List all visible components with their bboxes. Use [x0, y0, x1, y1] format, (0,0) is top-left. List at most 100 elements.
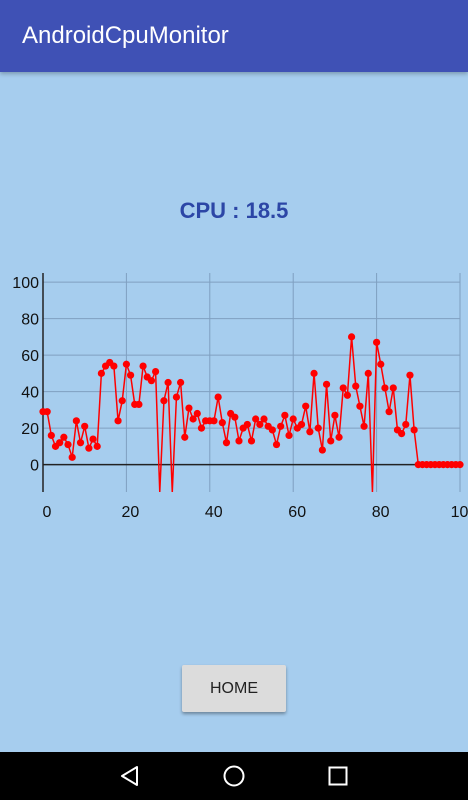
data-point	[252, 415, 260, 423]
data-point	[118, 397, 126, 405]
data-point	[68, 453, 76, 461]
data-point	[314, 424, 322, 432]
home-button[interactable]: HOME	[182, 665, 286, 712]
data-point	[81, 422, 89, 430]
data-point	[247, 437, 256, 445]
data-point	[256, 420, 264, 429]
data-point	[373, 338, 381, 346]
data-point	[406, 371, 414, 379]
data-point	[164, 378, 172, 387]
data-point	[60, 433, 68, 441]
data-point	[389, 384, 397, 392]
data-point	[110, 362, 118, 370]
data-point	[352, 382, 360, 390]
y-tick-label: 80	[21, 312, 39, 329]
data-point	[410, 426, 418, 434]
data-point	[185, 404, 193, 412]
data-point	[364, 369, 372, 377]
data-point	[231, 413, 239, 421]
recents-button[interactable]	[308, 752, 368, 800]
app-bar: AndroidCpuMonitor	[0, 0, 468, 72]
x-tick-label: 100	[451, 504, 468, 521]
data-point	[402, 420, 410, 429]
data-point	[268, 426, 276, 434]
data-point	[306, 428, 314, 436]
data-point	[76, 439, 85, 447]
data-point	[193, 409, 201, 418]
data-point	[285, 431, 293, 440]
data-point	[135, 400, 143, 408]
data-point	[343, 391, 352, 399]
data-point	[347, 333, 356, 341]
series-line	[43, 336, 460, 493]
x-tick-label: 60	[288, 504, 306, 521]
y-tick-label: 40	[21, 385, 39, 402]
data-point	[335, 433, 343, 441]
data-point	[114, 417, 122, 425]
data-point	[89, 435, 97, 443]
data-point	[272, 440, 281, 449]
back-icon	[121, 766, 138, 786]
data-point	[56, 439, 64, 447]
system-nav-bar	[0, 752, 468, 800]
x-tick-label: 40	[205, 504, 223, 521]
data-point	[360, 422, 368, 430]
data-point	[189, 415, 197, 423]
cpu-chart: 0 20 40 60 80 100 0 20 40 60 80 100	[12, 273, 468, 521]
data-point	[151, 367, 160, 376]
y-tick-label: 100	[12, 275, 39, 292]
data-point	[218, 419, 226, 427]
data-point	[43, 408, 51, 416]
data-point	[47, 431, 55, 440]
data-point	[214, 393, 222, 401]
x-tick-label: 20	[122, 504, 140, 521]
app-title: AndroidCpuMonitor	[22, 22, 229, 49]
data-point	[377, 360, 385, 368]
data-point	[318, 446, 326, 454]
data-point	[181, 433, 189, 441]
data-point	[302, 402, 310, 410]
data-point	[385, 408, 393, 416]
data-point	[322, 380, 331, 388]
data-point	[381, 384, 389, 392]
y-tick-label: 20	[21, 421, 39, 438]
data-point	[243, 420, 251, 429]
y-tick-label: 60	[21, 348, 39, 365]
data-point	[197, 424, 206, 432]
data-point	[277, 422, 285, 430]
data-point	[210, 417, 218, 425]
data-point	[398, 430, 406, 438]
x-tick-label: 0	[43, 504, 52, 521]
data-point	[339, 384, 347, 392]
data-point	[139, 362, 147, 370]
data-point	[97, 369, 105, 377]
cpu-readout: CPU : 18.5	[179, 198, 289, 223]
data-point	[147, 377, 156, 385]
data-point	[297, 420, 306, 429]
data-point	[281, 411, 289, 419]
data-point	[85, 444, 93, 452]
recents-icon	[328, 766, 348, 786]
data-point	[327, 437, 335, 445]
data-point	[310, 369, 318, 377]
y-tick-label: 0	[30, 458, 39, 475]
nav-home-button[interactable]	[204, 752, 264, 800]
data-point	[72, 417, 80, 425]
x-tick-label: 80	[372, 504, 390, 521]
data-point	[126, 371, 135, 379]
data-point	[64, 440, 72, 449]
data-point	[160, 397, 168, 405]
data-point	[235, 437, 243, 445]
data-point	[222, 439, 231, 447]
data-point	[356, 402, 364, 410]
data-point	[260, 415, 268, 423]
back-button[interactable]	[100, 752, 160, 800]
home-circle-icon	[223, 765, 245, 787]
data-point	[331, 411, 339, 419]
data-point	[456, 461, 464, 469]
data-point	[289, 415, 297, 423]
data-point	[93, 442, 101, 450]
data-point	[122, 360, 130, 368]
data-point	[172, 393, 181, 401]
data-point	[177, 378, 185, 387]
